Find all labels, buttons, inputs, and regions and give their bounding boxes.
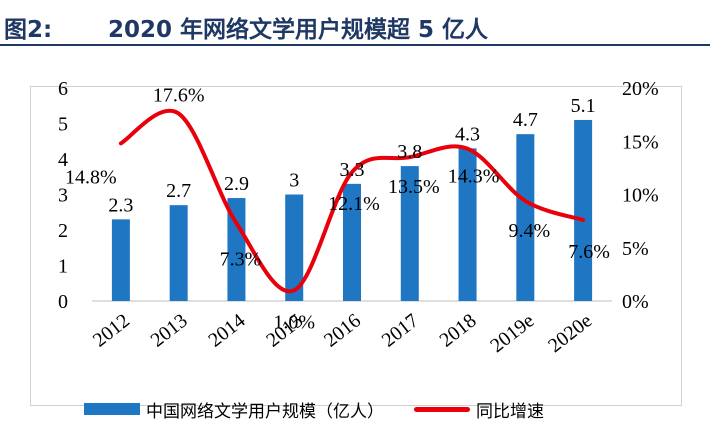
x-tick-label: 2012 xyxy=(89,310,134,352)
legend-swatch-growth xyxy=(414,406,470,412)
growth-value-label: 12.1% xyxy=(328,193,380,215)
right-axis: 0% 5% 10% 15% 20% xyxy=(622,78,659,313)
bar-value-label: 2.3 xyxy=(108,194,133,216)
bar-value-label: 3.8 xyxy=(397,141,422,163)
right-tick-label: 0% xyxy=(622,291,649,313)
chart-frame xyxy=(30,86,682,406)
bar xyxy=(169,205,188,301)
growth-value-labels: 14.8% 17.6% 7.3% 1.0% 12.1% 13.5% 14.3% 9.4% 7.6… xyxy=(65,85,610,334)
growth-value-label: 7.6% xyxy=(568,241,610,263)
left-tick-label: 4 xyxy=(58,149,68,171)
bar xyxy=(285,194,304,301)
bar-value-labels: 2.3 2.7 2.9 3 3.3 3.8 4.3 4.7 5.1 xyxy=(108,95,595,216)
figure-title: 2020 年网络文学用户规模超 5 亿人 xyxy=(108,17,489,43)
x-tick-label: 2019e xyxy=(486,310,538,358)
bar xyxy=(343,183,361,301)
left-tick-label: 1 xyxy=(58,256,68,278)
bar-value-label: 2.9 xyxy=(224,173,249,195)
x-tick-label: 2013 xyxy=(147,310,192,352)
left-tick-label: 6 xyxy=(58,78,68,100)
growth-line xyxy=(118,109,586,294)
bar-value-label: 3 xyxy=(289,170,299,192)
left-tick-label: 3 xyxy=(58,185,68,207)
bar xyxy=(111,219,130,301)
figure-label: 图2: xyxy=(4,17,53,43)
right-tick-label: 15% xyxy=(622,131,659,153)
x-tick-label: 2017 xyxy=(378,310,423,352)
legend: 中国网络文学用户规模（亿人） 同比增速 xyxy=(84,396,544,422)
bar xyxy=(574,119,593,301)
legend-label-users: 中国网络文学用户规模（亿人） xyxy=(146,401,384,422)
x-tick-label: 2018 xyxy=(436,310,481,352)
growth-value-label: 14.8% xyxy=(65,166,117,188)
x-axis: 2012 2013 2014 2015 2016 2017 2018 2019e 2020e xyxy=(89,310,596,358)
bar-value-label: 4.3 xyxy=(455,123,480,145)
left-tick-label: 2 xyxy=(58,220,68,242)
left-axis: 0 1 2 3 4 5 6 xyxy=(58,78,68,313)
legend-label-growth: 同比增速 xyxy=(476,401,544,422)
bar xyxy=(516,134,535,301)
x-tick-label: 2016 xyxy=(320,310,365,352)
right-tick-label: 20% xyxy=(622,78,659,100)
legend-swatch-users xyxy=(84,403,140,415)
left-tick-label: 0 xyxy=(58,291,68,313)
x-tick-label: 2020e xyxy=(544,310,596,358)
left-tick-label: 5 xyxy=(58,114,68,136)
bar xyxy=(400,166,419,301)
bar-value-label: 3.3 xyxy=(340,159,365,181)
bar-value-label: 4.7 xyxy=(513,109,538,131)
header-rule xyxy=(0,44,710,46)
right-tick-label: 5% xyxy=(622,238,649,260)
bar-series xyxy=(111,119,593,301)
growth-value-label: 9.4% xyxy=(508,220,550,242)
growth-value-label: 14.3% xyxy=(448,166,500,188)
bar-value-label: 2.7 xyxy=(166,180,191,202)
growth-line-series xyxy=(118,109,586,294)
bar xyxy=(458,148,477,301)
figure-header: 图2: 2020 年网络文学用户规模超 5 亿人 xyxy=(0,0,710,46)
bar-value-label: 5.1 xyxy=(571,95,596,117)
growth-value-label: 7.3% xyxy=(220,248,262,270)
growth-value-label: 17.6% xyxy=(153,85,205,107)
growth-value-label: 1.0% xyxy=(273,311,315,333)
x-tick-label: 2014 xyxy=(204,310,249,352)
growth-value-label: 13.5% xyxy=(388,176,440,198)
bar xyxy=(227,198,246,301)
right-tick-label: 10% xyxy=(622,185,659,207)
